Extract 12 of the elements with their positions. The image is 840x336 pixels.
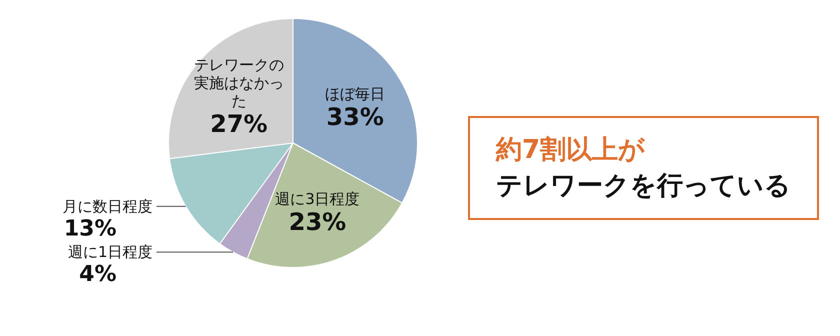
slice-label: 週に1日程度: [68, 243, 152, 262]
slice-label: ほぼ毎日: [325, 85, 386, 104]
data-label: 27%: [210, 110, 268, 138]
data-label: 4%: [79, 262, 116, 288]
slice-label: 月に数日程度: [62, 197, 152, 216]
data-label: 13%: [64, 216, 116, 242]
text: 約7割以上が: [496, 134, 646, 167]
slice-label: 週に3日程度: [275, 190, 360, 208]
data-label: 33%: [326, 103, 384, 132]
data-label: 23%: [288, 208, 346, 236]
text: テレワークを行っている: [496, 170, 791, 203]
slice-label: テレワークの実施はなかった: [194, 56, 284, 110]
